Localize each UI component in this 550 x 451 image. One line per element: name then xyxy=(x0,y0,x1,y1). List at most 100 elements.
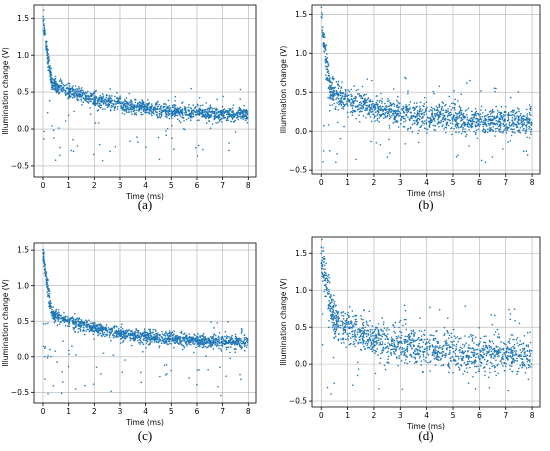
data-point xyxy=(134,333,136,336)
data-point xyxy=(417,141,420,144)
data-point xyxy=(204,335,207,338)
data-point xyxy=(93,331,95,333)
data-point xyxy=(64,319,67,322)
data-point xyxy=(335,314,337,316)
data-point xyxy=(122,101,125,103)
data-point xyxy=(360,102,363,105)
data-point xyxy=(242,110,244,113)
data-point xyxy=(398,102,400,105)
data-point xyxy=(323,45,326,48)
data-point xyxy=(119,95,121,98)
data-point xyxy=(45,278,47,280)
data-point xyxy=(350,102,352,104)
data-point xyxy=(142,335,145,338)
data-point xyxy=(174,95,177,98)
data-point xyxy=(424,96,426,99)
data-point xyxy=(121,371,124,374)
data-point xyxy=(93,104,96,107)
data-point xyxy=(509,125,512,127)
data-point xyxy=(109,88,112,90)
data-point xyxy=(43,272,46,274)
y-axis-label: Illumination change (V) xyxy=(1,47,10,135)
data-point xyxy=(52,313,54,316)
data-point xyxy=(228,149,230,152)
data-point xyxy=(226,111,229,113)
data-point xyxy=(173,108,176,111)
data-point xyxy=(451,120,454,122)
data-point xyxy=(83,93,86,95)
data-point xyxy=(462,113,464,116)
data-point xyxy=(365,104,367,107)
data-point xyxy=(245,116,248,119)
data-point xyxy=(205,102,208,104)
data-point xyxy=(229,346,232,348)
data-point xyxy=(168,105,170,107)
data-point xyxy=(447,114,449,117)
data-point xyxy=(192,112,194,114)
data-point xyxy=(224,343,227,346)
data-point xyxy=(177,342,179,345)
data-point xyxy=(184,107,187,110)
data-point xyxy=(158,116,161,118)
data-point xyxy=(195,346,197,349)
data-point xyxy=(124,359,126,361)
data-point xyxy=(359,101,362,103)
data-point xyxy=(388,138,390,141)
data-point xyxy=(51,308,53,311)
x-tick-label: 5 xyxy=(169,407,174,416)
data-point xyxy=(70,93,73,96)
data-point xyxy=(165,134,167,136)
data-point xyxy=(518,115,520,118)
data-point xyxy=(178,107,181,109)
data-point xyxy=(77,331,79,334)
data-point xyxy=(199,335,201,337)
data-point xyxy=(59,314,62,317)
data-point xyxy=(494,90,496,93)
data-point xyxy=(211,110,213,113)
data-point xyxy=(116,101,119,103)
data-point xyxy=(427,117,430,119)
data-point xyxy=(47,355,49,357)
data-point xyxy=(485,114,487,117)
data-point xyxy=(57,91,60,93)
data-point xyxy=(505,127,507,129)
data-point xyxy=(512,123,514,125)
data-point xyxy=(466,109,468,111)
data-point xyxy=(47,294,50,297)
data-point xyxy=(325,59,328,61)
data-point xyxy=(407,116,409,119)
data-point xyxy=(45,323,47,325)
data-point xyxy=(107,105,109,107)
data-point xyxy=(53,83,56,86)
data-point xyxy=(69,88,72,90)
data-point xyxy=(408,104,410,106)
data-point xyxy=(98,333,100,335)
data-point xyxy=(429,306,431,309)
data-point xyxy=(239,107,242,110)
data-point xyxy=(240,330,243,333)
data-point xyxy=(81,92,84,95)
data-point xyxy=(100,97,102,99)
data-point xyxy=(201,110,203,113)
data-point xyxy=(382,117,385,119)
data-point xyxy=(59,154,61,157)
data-point xyxy=(336,102,338,104)
x-tick-label: 4 xyxy=(143,407,148,416)
data-point xyxy=(119,98,121,101)
data-point xyxy=(156,338,159,340)
data-point xyxy=(149,334,152,336)
data-point xyxy=(106,333,109,336)
panel-label: (a) xyxy=(138,197,152,212)
data-point xyxy=(44,264,46,266)
data-point xyxy=(379,105,382,108)
data-point xyxy=(480,90,482,92)
data-point xyxy=(428,124,431,127)
data-point xyxy=(322,150,325,152)
data-point xyxy=(232,110,234,113)
data-point xyxy=(85,330,87,332)
data-point xyxy=(333,87,335,90)
data-point xyxy=(194,339,197,341)
data-point xyxy=(76,145,79,147)
data-point xyxy=(156,105,159,107)
data-point xyxy=(204,113,207,115)
